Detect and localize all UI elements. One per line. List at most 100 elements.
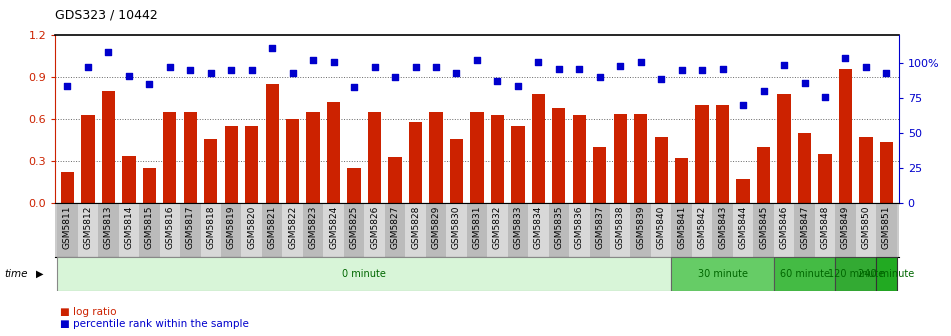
Bar xyxy=(880,142,893,203)
Bar xyxy=(61,172,74,203)
Text: GDS323 / 10442: GDS323 / 10442 xyxy=(55,8,158,22)
Text: ▶: ▶ xyxy=(36,269,44,279)
Point xyxy=(552,66,567,72)
Text: GSM5819: GSM5819 xyxy=(226,206,236,249)
Bar xyxy=(860,137,873,203)
Text: GSM5841: GSM5841 xyxy=(677,206,687,249)
Text: GSM5828: GSM5828 xyxy=(411,206,420,249)
Bar xyxy=(262,203,282,257)
Bar xyxy=(323,203,344,257)
Text: GSM5842: GSM5842 xyxy=(698,206,707,249)
Bar xyxy=(81,115,94,203)
Bar xyxy=(716,105,729,203)
Text: GSM5849: GSM5849 xyxy=(841,206,850,249)
Bar xyxy=(856,203,876,257)
Text: 120 minute: 120 minute xyxy=(827,269,883,279)
Point xyxy=(859,65,874,70)
Point xyxy=(449,71,464,76)
Text: GSM5830: GSM5830 xyxy=(452,206,461,249)
Bar xyxy=(344,203,364,257)
Text: 60 minute: 60 minute xyxy=(780,269,829,279)
Bar xyxy=(102,91,115,203)
Bar xyxy=(631,203,650,257)
Text: GSM5812: GSM5812 xyxy=(84,206,92,249)
Bar xyxy=(57,203,78,257)
Point xyxy=(511,83,526,88)
Point xyxy=(572,66,587,72)
Text: GSM5821: GSM5821 xyxy=(267,206,277,249)
Bar xyxy=(774,257,835,291)
Bar xyxy=(388,157,401,203)
Point xyxy=(674,68,689,73)
Point xyxy=(244,68,260,73)
Point xyxy=(367,65,382,70)
Text: 240 minute: 240 minute xyxy=(859,269,915,279)
Bar xyxy=(204,139,218,203)
Point xyxy=(204,71,219,76)
Point xyxy=(183,68,198,73)
Text: GSM5824: GSM5824 xyxy=(329,206,339,249)
Text: GSM5832: GSM5832 xyxy=(493,206,502,249)
Text: GSM5827: GSM5827 xyxy=(391,206,399,249)
Bar xyxy=(286,119,300,203)
Bar xyxy=(675,159,689,203)
Point xyxy=(694,68,709,73)
Text: GSM5837: GSM5837 xyxy=(595,206,604,249)
Text: GSM5847: GSM5847 xyxy=(800,206,809,249)
Bar xyxy=(143,168,156,203)
Text: ■ log ratio: ■ log ratio xyxy=(60,307,116,318)
Point xyxy=(776,62,791,67)
Text: GSM5840: GSM5840 xyxy=(657,206,666,249)
Bar xyxy=(777,94,790,203)
Text: GSM5811: GSM5811 xyxy=(63,206,72,249)
Bar xyxy=(798,133,811,203)
Point xyxy=(490,79,505,84)
Bar xyxy=(512,126,525,203)
Bar xyxy=(446,203,467,257)
Bar xyxy=(634,114,648,203)
Bar xyxy=(282,203,303,257)
Bar xyxy=(265,84,279,203)
Text: GSM5826: GSM5826 xyxy=(370,206,379,249)
Point xyxy=(285,71,301,76)
Bar xyxy=(245,126,259,203)
Point xyxy=(101,49,116,55)
Bar xyxy=(119,203,139,257)
Bar xyxy=(57,257,671,291)
Bar xyxy=(695,105,708,203)
Bar xyxy=(753,203,774,257)
Bar xyxy=(528,203,549,257)
Bar xyxy=(242,203,262,257)
Text: GSM5836: GSM5836 xyxy=(574,206,584,249)
Bar xyxy=(774,203,794,257)
Point xyxy=(142,82,157,87)
Bar xyxy=(409,122,422,203)
Bar xyxy=(532,94,545,203)
Point xyxy=(163,65,178,70)
Bar xyxy=(671,257,774,291)
Point xyxy=(633,59,649,65)
Point xyxy=(80,65,95,70)
Point xyxy=(264,45,280,51)
Bar xyxy=(650,203,671,257)
Point xyxy=(715,66,730,72)
Text: 30 minute: 30 minute xyxy=(698,269,747,279)
Bar xyxy=(818,154,831,203)
Point xyxy=(531,59,546,65)
Bar xyxy=(471,112,483,203)
Text: GSM5838: GSM5838 xyxy=(615,206,625,249)
Bar xyxy=(467,203,487,257)
Bar xyxy=(549,203,569,257)
Bar xyxy=(692,203,712,257)
Point xyxy=(122,73,137,79)
Point xyxy=(387,75,402,80)
Text: GSM5831: GSM5831 xyxy=(473,206,481,249)
Text: GSM5851: GSM5851 xyxy=(882,206,891,249)
Bar xyxy=(347,168,360,203)
Point xyxy=(612,64,628,69)
Bar xyxy=(139,203,160,257)
Bar xyxy=(385,203,405,257)
Bar xyxy=(569,203,590,257)
Text: time: time xyxy=(5,269,29,279)
Point xyxy=(735,102,750,108)
